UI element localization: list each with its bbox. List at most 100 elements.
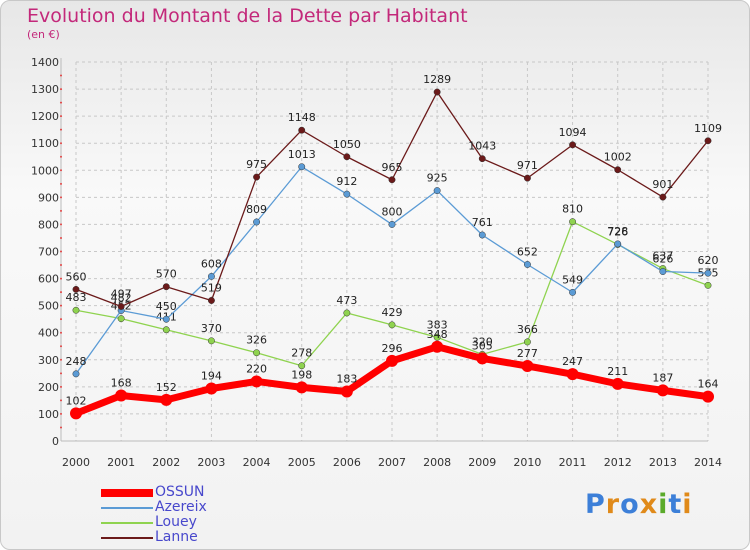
data-label-louey: 366 xyxy=(517,323,538,336)
data-point-azereix xyxy=(659,268,667,275)
data-label-louey: 326 xyxy=(246,334,267,347)
y-minor-tick xyxy=(60,128,62,131)
data-label-lanne: 1148 xyxy=(288,111,316,124)
data-label-ossun: 102 xyxy=(66,394,87,407)
y-tick-label: 900 xyxy=(38,191,59,204)
legend-swatch xyxy=(101,507,153,509)
y-minor-tick xyxy=(60,250,62,253)
data-label-louey: 637 xyxy=(652,250,673,263)
data-label-ossun: 198 xyxy=(291,368,312,381)
data-point-lanne xyxy=(659,193,667,201)
data-label-lanne: 901 xyxy=(652,178,673,191)
data-label-ossun: 152 xyxy=(156,381,177,394)
y-tick-label: 400 xyxy=(38,327,59,340)
y-tick-label: 800 xyxy=(38,218,59,231)
data-label-azereix: 248 xyxy=(66,355,87,368)
data-label-ossun: 277 xyxy=(517,347,538,360)
data-point-louey xyxy=(523,338,531,346)
data-label-azereix: 608 xyxy=(201,257,222,270)
y-minor-tick xyxy=(60,74,62,77)
data-point-louey xyxy=(253,349,261,357)
y-tick-label: 700 xyxy=(38,246,59,259)
data-point-louey xyxy=(298,362,306,370)
data-label-lanne: 965 xyxy=(382,161,403,174)
data-label-louey: 320 xyxy=(472,335,493,348)
data-label-lanne: 560 xyxy=(66,270,87,283)
data-point-azereix xyxy=(207,272,215,280)
data-point-ossun xyxy=(205,382,218,395)
data-label-azereix: 912 xyxy=(336,175,357,188)
data-label-azereix: 925 xyxy=(427,172,448,185)
chart-legend: OSSUN Azereix Louey Lanne xyxy=(101,484,301,545)
y-minor-tick xyxy=(60,196,62,199)
data-point-lanne xyxy=(478,155,486,163)
y-minor-tick xyxy=(60,385,62,388)
logo-letter: P xyxy=(585,489,606,520)
data-label-louey: 483 xyxy=(66,291,87,304)
data-label-azereix: 1013 xyxy=(288,148,316,161)
data-point-lanne xyxy=(569,141,577,149)
x-tick-label: 2010 xyxy=(513,456,541,469)
logo-letter: r xyxy=(605,489,621,520)
y-minor-tick xyxy=(60,88,62,91)
y-minor-tick xyxy=(60,236,62,239)
x-tick-label: 2004 xyxy=(243,456,271,469)
data-point-azereix xyxy=(433,187,441,195)
legend-swatch xyxy=(101,489,153,497)
data-label-lanne: 1043 xyxy=(468,140,496,153)
data-label-lanne: 497 xyxy=(111,287,132,300)
legend-label: Lanne xyxy=(155,529,198,545)
data-point-azereix xyxy=(614,240,622,248)
data-label-ossun: 305 xyxy=(472,339,493,352)
data-label-lanne: 570 xyxy=(156,268,177,281)
data-label-azereix: 800 xyxy=(382,205,403,218)
legend-item-lanne: Lanne xyxy=(101,529,301,545)
data-point-azereix xyxy=(253,218,261,226)
data-point-azereix xyxy=(523,261,531,268)
data-point-ossun xyxy=(70,407,82,420)
y-minor-tick xyxy=(60,291,62,294)
y-minor-tick xyxy=(60,223,62,226)
legend-swatch xyxy=(101,537,153,539)
chart-title: Evolution du Montant de la Dette par Hab… xyxy=(27,5,468,27)
x-tick-label: 2002 xyxy=(152,456,180,469)
y-tick-label: 1000 xyxy=(31,164,59,177)
x-tick-label: 2008 xyxy=(423,456,451,469)
data-label-louey: 278 xyxy=(291,347,312,360)
y-minor-tick xyxy=(60,399,62,402)
data-point-azereix xyxy=(478,231,486,239)
data-label-azereix: 809 xyxy=(246,203,267,216)
data-label-azereix: 652 xyxy=(517,245,538,258)
x-tick-label: 2011 xyxy=(559,456,587,469)
data-label-ossun: 168 xyxy=(111,377,132,390)
y-tick-label: 1200 xyxy=(31,110,59,123)
data-label-azereix: 626 xyxy=(652,253,673,266)
y-minor-tick xyxy=(60,277,62,280)
legend-label: OSSUN xyxy=(155,484,205,500)
data-point-ossun xyxy=(115,389,128,402)
data-label-louey: 726 xyxy=(607,225,628,238)
data-point-lanne xyxy=(117,303,125,310)
y-tick-label: 200 xyxy=(38,381,59,394)
y-minor-tick xyxy=(60,358,62,361)
data-point-ossun xyxy=(702,390,714,403)
data-point-lanne xyxy=(207,297,215,304)
data-point-azereix xyxy=(298,163,306,171)
y-minor-tick xyxy=(60,345,62,348)
logo-letter: i xyxy=(682,489,693,520)
legend-swatch xyxy=(101,522,153,524)
y-minor-tick xyxy=(60,426,62,429)
data-label-ossun: 194 xyxy=(201,369,222,382)
data-label-lanne: 1002 xyxy=(604,151,632,164)
data-label-ossun: 296 xyxy=(382,342,403,355)
y-tick-label: 1300 xyxy=(31,83,59,96)
x-tick-label: 2007 xyxy=(378,456,406,469)
data-label-ossun: 183 xyxy=(336,372,357,385)
legend-label: Louey xyxy=(155,514,197,530)
y-minor-tick xyxy=(60,412,62,415)
data-point-ossun xyxy=(521,360,534,373)
y-minor-tick xyxy=(60,304,62,307)
data-label-lanne: 1050 xyxy=(333,138,361,151)
data-point-louey xyxy=(569,218,577,226)
